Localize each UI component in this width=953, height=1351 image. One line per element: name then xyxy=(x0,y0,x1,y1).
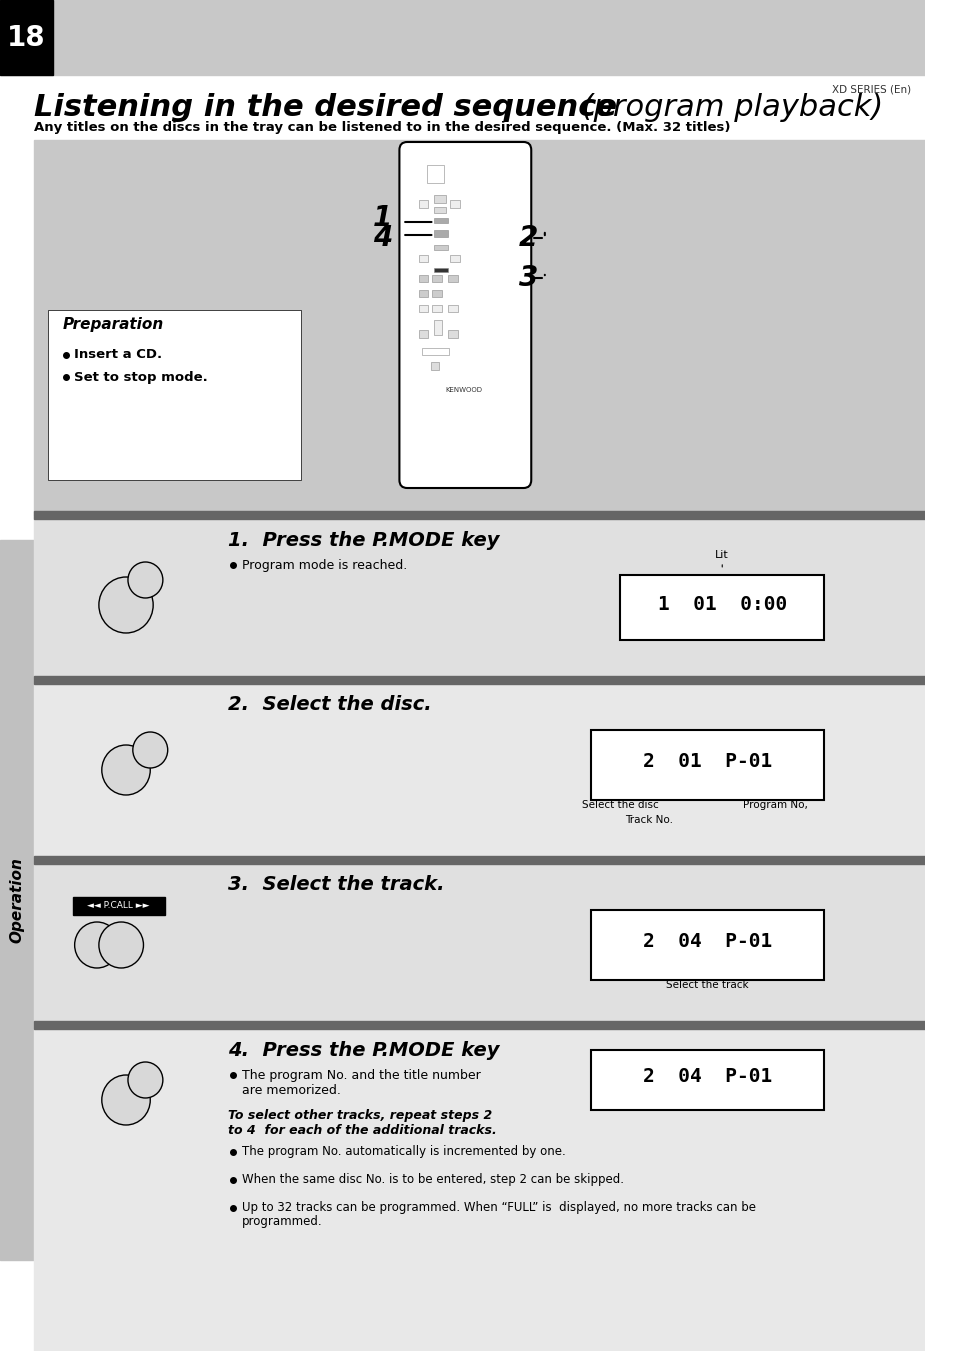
Bar xyxy=(432,305,441,312)
Text: When the same disc No. is to be entered, step 2 can be skipped.: When the same disc No. is to be entered,… xyxy=(242,1174,623,1186)
Bar xyxy=(0,0,53,76)
Bar xyxy=(434,320,441,335)
FancyBboxPatch shape xyxy=(399,142,531,488)
Text: 2  04  P-01: 2 04 P-01 xyxy=(642,932,772,951)
Text: XD SERIES (En): XD SERIES (En) xyxy=(831,85,910,95)
Bar xyxy=(34,515,923,680)
Text: 2.  Select the disc.: 2. Select the disc. xyxy=(228,696,431,715)
Bar xyxy=(0,0,923,76)
Bar xyxy=(49,309,300,480)
Circle shape xyxy=(102,1075,151,1125)
Text: Any titles on the discs in the tray can be listened to in the desired sequence. : Any titles on the discs in the tray can … xyxy=(34,120,730,134)
Text: Program No,: Program No, xyxy=(742,800,807,811)
Text: ◄◄ P.CALL ►►: ◄◄ P.CALL ►► xyxy=(87,901,150,911)
Bar xyxy=(591,911,823,979)
Text: 1  01  0:00: 1 01 0:00 xyxy=(657,594,786,613)
Bar xyxy=(431,362,438,370)
Text: Program mode is reached.: Program mode is reached. xyxy=(242,558,407,571)
Bar xyxy=(447,330,457,338)
Bar xyxy=(432,276,441,282)
Bar xyxy=(34,141,923,515)
Text: To select other tracks, repeat steps 2: To select other tracks, repeat steps 2 xyxy=(228,1109,492,1121)
Text: Operation: Operation xyxy=(9,857,24,943)
Text: Lit: Lit xyxy=(715,550,728,561)
Bar xyxy=(434,218,447,223)
Circle shape xyxy=(99,921,143,969)
Text: Preparation: Preparation xyxy=(63,317,164,332)
Circle shape xyxy=(102,744,151,794)
Bar xyxy=(34,861,923,1025)
Bar xyxy=(418,290,428,297)
Bar xyxy=(34,511,923,519)
Bar xyxy=(34,1021,923,1029)
Text: 3.  Select the track.: 3. Select the track. xyxy=(228,875,444,894)
Bar xyxy=(450,200,459,208)
Bar xyxy=(434,230,447,236)
Bar xyxy=(434,207,445,213)
Text: (program playback): (program playback) xyxy=(572,92,882,122)
Bar xyxy=(434,245,447,250)
Text: Up to 32 tracks can be programmed. When “FULL” is  displayed, no more tracks can: Up to 32 tracks can be programmed. When … xyxy=(242,1201,756,1215)
Text: 4: 4 xyxy=(373,224,392,253)
Bar xyxy=(418,330,428,338)
Bar xyxy=(450,255,459,262)
Text: Select the track: Select the track xyxy=(666,979,748,990)
Text: The program No. automatically is incremented by one.: The program No. automatically is increme… xyxy=(242,1146,565,1159)
Text: 1.  Press the P.MODE key: 1. Press the P.MODE key xyxy=(228,531,498,550)
Bar xyxy=(34,857,923,865)
Text: to 4  for each of the additional tracks.: to 4 for each of the additional tracks. xyxy=(228,1124,497,1136)
Bar xyxy=(447,305,457,312)
Bar xyxy=(447,276,457,282)
Bar xyxy=(432,290,441,297)
Text: 1: 1 xyxy=(373,204,392,232)
Bar xyxy=(434,195,445,203)
Text: Set to stop mode.: Set to stop mode. xyxy=(73,370,207,384)
Bar xyxy=(418,305,428,312)
Bar xyxy=(34,680,923,861)
Bar xyxy=(418,276,428,282)
Bar xyxy=(434,267,447,272)
Text: programmed.: programmed. xyxy=(242,1215,323,1228)
Bar xyxy=(72,897,165,915)
Circle shape xyxy=(128,562,163,598)
Text: 2  04  P-01: 2 04 P-01 xyxy=(642,1067,772,1086)
Text: 2  01  P-01: 2 01 P-01 xyxy=(642,753,772,771)
Bar xyxy=(418,200,428,208)
Text: 4.  Press the P.MODE key: 4. Press the P.MODE key xyxy=(228,1040,498,1059)
Text: Insert a CD.: Insert a CD. xyxy=(73,349,162,362)
Text: The program No. and the title number: The program No. and the title number xyxy=(242,1069,480,1082)
Bar xyxy=(34,676,923,684)
Bar xyxy=(421,349,448,355)
Bar xyxy=(591,1050,823,1111)
Text: Track No.: Track No. xyxy=(625,815,673,825)
Circle shape xyxy=(99,577,153,634)
Text: Listening in the desired sequence: Listening in the desired sequence xyxy=(34,92,617,122)
Circle shape xyxy=(132,732,168,767)
Text: 2: 2 xyxy=(518,224,537,253)
Bar xyxy=(426,165,443,182)
Bar xyxy=(591,730,823,800)
Bar xyxy=(619,576,823,640)
Text: KENWOOD: KENWOOD xyxy=(445,386,482,393)
Circle shape xyxy=(74,921,119,969)
Bar xyxy=(0,540,34,1260)
Circle shape xyxy=(128,1062,163,1098)
Text: are memorized.: are memorized. xyxy=(242,1084,341,1097)
Text: 18: 18 xyxy=(7,24,46,51)
Text: 3: 3 xyxy=(518,263,537,292)
Bar xyxy=(34,1025,923,1351)
Text: Select the disc: Select the disc xyxy=(581,800,659,811)
Bar xyxy=(418,255,428,262)
